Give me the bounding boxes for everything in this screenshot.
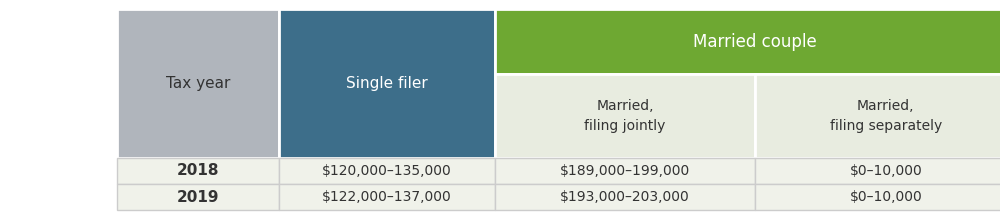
Text: $122,000–137,000: $122,000–137,000 — [322, 190, 452, 204]
Bar — [117, 9, 279, 158]
Text: $189,000–199,000: $189,000–199,000 — [560, 164, 690, 178]
Text: Single filer: Single filer — [346, 76, 428, 91]
Text: Married couple: Married couple — [693, 33, 817, 51]
Bar — [755, 184, 1000, 210]
Bar — [495, 158, 755, 184]
Bar — [279, 184, 495, 210]
Text: Married,
filing separately: Married, filing separately — [830, 99, 942, 133]
Text: $0–10,000: $0–10,000 — [849, 164, 922, 178]
Text: $193,000–203,000: $193,000–203,000 — [560, 190, 690, 204]
Text: Tax year: Tax year — [166, 76, 230, 91]
Bar — [279, 9, 495, 158]
Bar — [495, 74, 755, 158]
Bar — [117, 158, 279, 184]
Text: $120,000–135,000: $120,000–135,000 — [322, 164, 452, 178]
Bar — [755, 74, 1000, 158]
Text: $0–10,000: $0–10,000 — [849, 190, 922, 204]
Text: 2018: 2018 — [177, 163, 219, 178]
Bar — [117, 184, 279, 210]
Bar — [495, 9, 1000, 74]
Text: 2019: 2019 — [177, 190, 219, 205]
Text: Married,
filing jointly: Married, filing jointly — [584, 99, 666, 133]
Bar — [279, 158, 495, 184]
Bar — [755, 158, 1000, 184]
Bar — [495, 184, 755, 210]
